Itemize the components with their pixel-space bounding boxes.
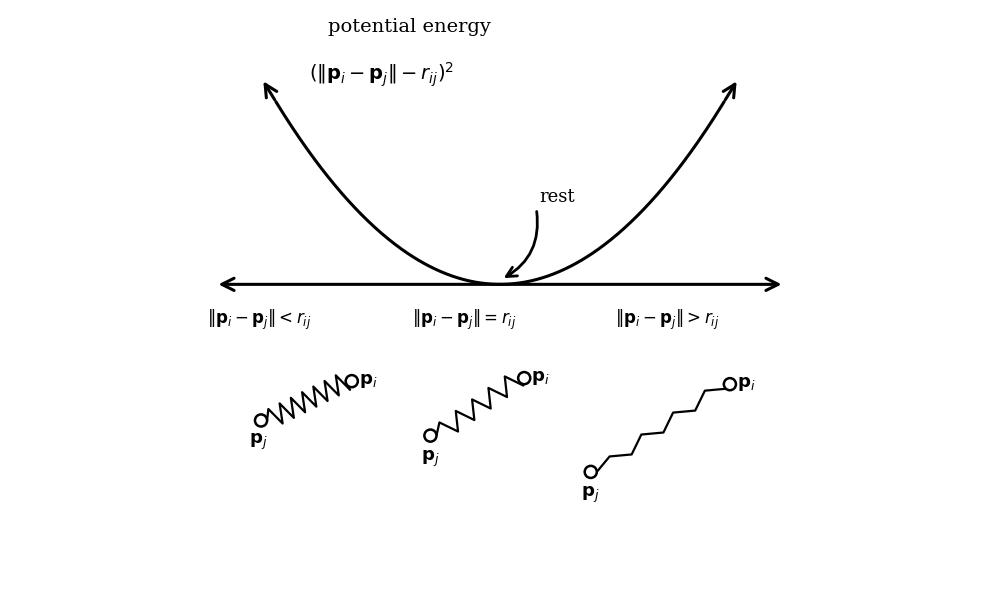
Text: $\mathbf{p}_i$: $\mathbf{p}_i$	[531, 369, 550, 387]
Text: rest: rest	[539, 188, 575, 206]
Text: $\mathbf{p}_j$: $\mathbf{p}_j$	[249, 431, 267, 451]
Text: $\|\mathbf{p}_i - \mathbf{p}_j\| > r_{ij}$: $\|\mathbf{p}_i - \mathbf{p}_j\| > r_{ij…	[615, 307, 719, 332]
Circle shape	[255, 414, 267, 427]
Text: $\|\mathbf{p}_i - \mathbf{p}_j\| < r_{ij}$: $\|\mathbf{p}_i - \mathbf{p}_j\| < r_{ij…	[207, 307, 311, 332]
Circle shape	[518, 372, 530, 384]
Circle shape	[346, 375, 358, 387]
Text: $\mathbf{p}_j$: $\mathbf{p}_j$	[581, 485, 600, 505]
Circle shape	[585, 466, 597, 478]
Text: $(\|\mathbf{p}_i - \mathbf{p}_j\| - r_{ij})^2$: $(\|\mathbf{p}_i - \mathbf{p}_j\| - r_{i…	[309, 60, 455, 89]
Text: $\mathbf{p}_i$: $\mathbf{p}_i$	[359, 372, 378, 390]
Circle shape	[724, 378, 736, 390]
Text: $\mathbf{p}_i$: $\mathbf{p}_i$	[737, 375, 756, 393]
Text: potential energy: potential energy	[328, 18, 490, 36]
Text: $\|\mathbf{p}_i - \mathbf{p}_j\| = r_{ij}$: $\|\mathbf{p}_i - \mathbf{p}_j\| = r_{ij…	[412, 307, 517, 332]
Circle shape	[424, 430, 436, 442]
Text: $\mathbf{p}_j$: $\mathbf{p}_j$	[421, 449, 440, 469]
